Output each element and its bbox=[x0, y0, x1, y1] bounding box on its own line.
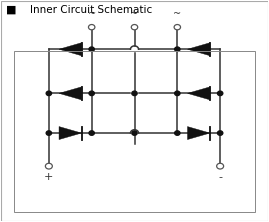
Polygon shape bbox=[187, 87, 210, 100]
Circle shape bbox=[217, 91, 223, 95]
Circle shape bbox=[89, 131, 94, 135]
Circle shape bbox=[175, 131, 180, 135]
Circle shape bbox=[132, 91, 137, 95]
Circle shape bbox=[174, 24, 180, 30]
Text: +: + bbox=[44, 172, 54, 182]
Circle shape bbox=[89, 24, 95, 30]
Circle shape bbox=[46, 91, 52, 95]
Circle shape bbox=[45, 163, 52, 169]
Text: ~: ~ bbox=[130, 9, 139, 19]
Polygon shape bbox=[59, 87, 82, 100]
Polygon shape bbox=[187, 127, 210, 140]
Circle shape bbox=[46, 131, 52, 135]
Circle shape bbox=[89, 47, 94, 52]
Polygon shape bbox=[59, 127, 82, 140]
Text: ~: ~ bbox=[88, 9, 96, 19]
Text: -: - bbox=[218, 172, 222, 182]
Text: ~: ~ bbox=[173, 9, 181, 19]
Polygon shape bbox=[187, 43, 210, 56]
Circle shape bbox=[217, 131, 223, 135]
Circle shape bbox=[217, 163, 224, 169]
Circle shape bbox=[132, 131, 137, 135]
Circle shape bbox=[89, 91, 94, 95]
Text: ■: ■ bbox=[6, 5, 17, 15]
Polygon shape bbox=[59, 43, 82, 56]
Circle shape bbox=[175, 91, 180, 95]
Circle shape bbox=[175, 47, 180, 52]
Text: Inner Circuit Schematic: Inner Circuit Schematic bbox=[30, 5, 152, 15]
Circle shape bbox=[131, 24, 138, 30]
